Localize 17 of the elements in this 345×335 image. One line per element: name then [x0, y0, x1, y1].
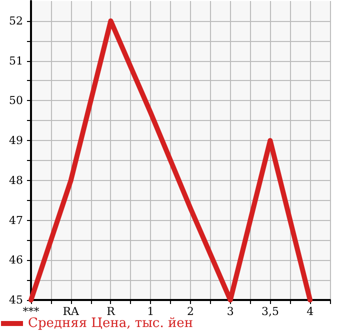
- y-tick-label: 51: [9, 54, 23, 68]
- x-tick-label: 3: [226, 305, 234, 318]
- x-tick-label: 1: [147, 305, 154, 318]
- y-tick-label: 50: [9, 94, 23, 108]
- x-tick-label: RA: [62, 305, 80, 318]
- y-tick-label: 48: [9, 174, 23, 187]
- y-tick-label: 52: [9, 14, 23, 28]
- x-tick-label: ***: [22, 305, 40, 318]
- y-tick-label: 47: [9, 214, 23, 227]
- x-tick-label: 4: [306, 305, 314, 318]
- legend-label: Средняя Цена, тыс. йен: [28, 316, 193, 331]
- x-tick-label: R: [106, 305, 116, 318]
- y-tick-label: 46: [9, 254, 23, 267]
- x-tick-label: 3,5: [261, 305, 279, 318]
- x-tick-label: 2: [186, 305, 194, 318]
- y-tick-label: 49: [9, 134, 23, 148]
- y-tick-label: 45: [9, 294, 23, 306]
